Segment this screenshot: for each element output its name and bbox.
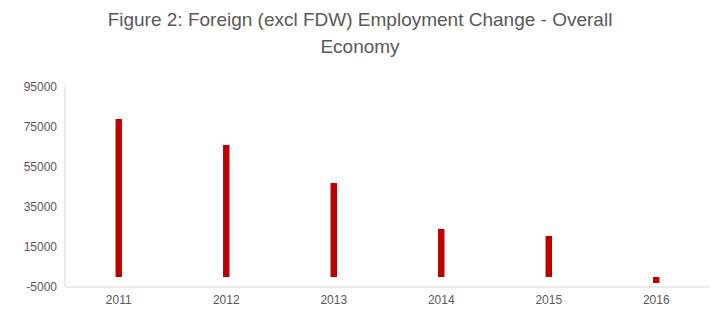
svg-text:75000: 75000 [24, 120, 58, 134]
svg-text:2016: 2016 [643, 293, 670, 307]
svg-text:2013: 2013 [320, 293, 347, 307]
svg-text:2015: 2015 [535, 293, 562, 307]
svg-text:2012: 2012 [213, 293, 240, 307]
svg-text:35000: 35000 [24, 200, 58, 214]
svg-text:15000: 15000 [24, 240, 58, 254]
svg-text:95000: 95000 [24, 80, 58, 94]
svg-text:-5000: -5000 [26, 280, 57, 294]
svg-text:55000: 55000 [24, 160, 58, 174]
svg-text:2011: 2011 [106, 293, 132, 307]
html-text:Figure 2: Foreign (excl FDW) E: Figure 2: Foreign (excl FDW) Employment … [107, 9, 613, 57]
svg-text:2014: 2014 [428, 293, 455, 307]
